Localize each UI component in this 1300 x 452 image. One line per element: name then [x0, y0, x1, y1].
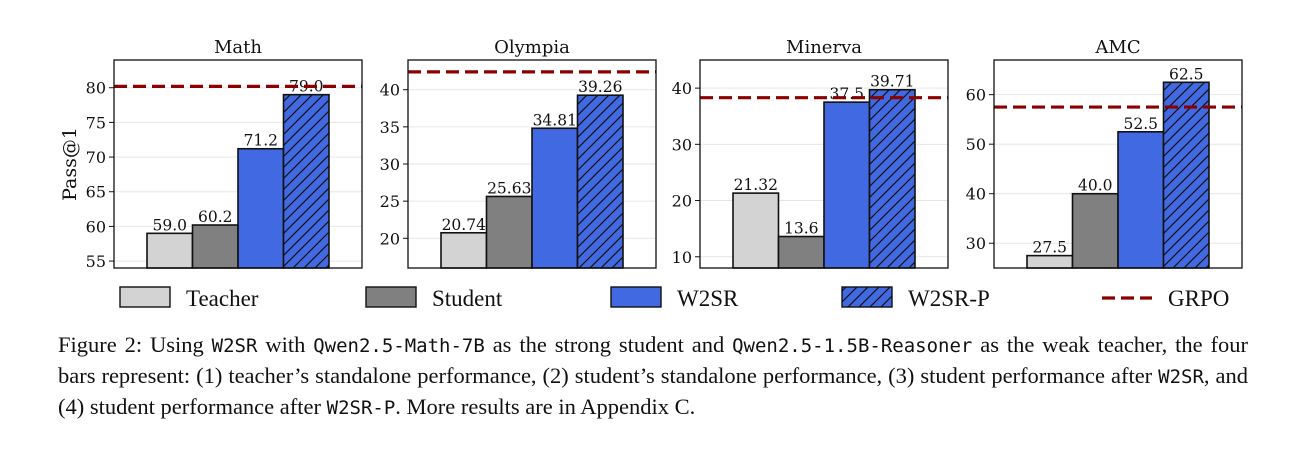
y-tick-label: 60	[966, 86, 986, 105]
plot-frame	[407, 59, 657, 269]
bar-student	[777, 235, 825, 269]
bar-w2sr	[1117, 131, 1165, 269]
caption-text: with	[257, 332, 314, 357]
caption-text: (3) student performance after	[888, 363, 1159, 388]
bar-w2sr	[823, 101, 871, 269]
y-tick-label: 65	[86, 183, 106, 202]
bar-student	[191, 224, 239, 269]
panel-title: AMC	[1094, 37, 1140, 58]
panel-title: Olympia	[494, 37, 570, 58]
chart-legend: Teacher Student W2SR W2SR-P GRPO	[119, 286, 1229, 311]
y-tick-label: 70	[86, 148, 106, 167]
caption-text: as the	[972, 332, 1035, 357]
y-tick-label: 30	[672, 135, 692, 154]
bar-value-label: 39.26	[578, 78, 622, 96]
legend-label-w2sr-p: W2SR-P	[908, 286, 990, 311]
bar-value-label: 21.32	[734, 176, 778, 194]
chart-panel-amc: 30 40 50 60 27.5 40.0 52.5 62.5 AMC	[966, 37, 1243, 269]
caption-code: W2SR	[211, 335, 258, 357]
bar-teacher	[1026, 254, 1074, 269]
y-tick-label: 50	[966, 135, 986, 154]
bar-value-label: 39.71	[870, 73, 914, 91]
plot-frame	[113, 59, 363, 269]
legend-label-student: Student	[432, 286, 503, 311]
y-tick-label: 30	[380, 155, 400, 174]
bar-w2sr	[531, 127, 579, 269]
y-tick-label: 40	[672, 79, 692, 98]
bar-value-label: 13.6	[784, 220, 819, 238]
y-tick-label: 20	[380, 229, 400, 248]
bar-value-label: 37.5	[829, 85, 864, 103]
caption-code: Qwen2.5-1.5B-Reasoner	[732, 335, 973, 357]
caption-code: W2SR	[1158, 366, 1204, 388]
y-tick-label: 30	[966, 234, 986, 253]
legend-label-teacher: Teacher	[186, 286, 259, 311]
y-tick-label: 80	[86, 79, 106, 98]
bar-w2sr-p	[576, 94, 624, 269]
chart-panel-minerva: 10 20 30 40 21.32 13.6 37.5 39.71 Minerva	[672, 37, 949, 269]
y-tick-label: 35	[380, 118, 400, 137]
legend-swatch-student	[365, 286, 417, 308]
caption-text: , and (4) student performance after	[58, 363, 1248, 419]
caption-text: as the strong student and	[484, 332, 733, 357]
plot-frame	[993, 59, 1243, 269]
caption-code: W2SR-P	[326, 397, 396, 419]
bar-w2sr-p	[1162, 81, 1210, 269]
bar-student	[485, 195, 533, 269]
bar-value-label: 27.5	[1032, 239, 1067, 257]
legend-swatch-w2sr	[610, 286, 662, 308]
caption-text: Figure 2: Using	[58, 332, 212, 357]
y-tick-label: 75	[86, 113, 106, 132]
bar-w2sr-p	[282, 93, 330, 269]
bar-value-label: 25.63	[487, 179, 531, 197]
legend-label-grpo: GRPO	[1168, 286, 1229, 311]
caption-code: Qwen2.5-Math-7B	[313, 335, 485, 357]
bar-value-label: 59.0	[152, 216, 187, 234]
legend-swatch-teacher	[119, 286, 171, 308]
bar-w2sr	[237, 147, 285, 269]
bar-student	[1071, 192, 1119, 269]
bar-value-label: 20.74	[442, 216, 487, 234]
bar-teacher	[440, 231, 488, 269]
y-tick-label: 40	[380, 81, 400, 100]
y-tick-label: 60	[86, 217, 106, 236]
legend-swatch-w2sr-p	[841, 286, 893, 308]
y-tick-label: 20	[672, 192, 692, 211]
y-tick-label: 25	[380, 192, 400, 211]
caption-text: weak teacher, the four bars represent: (…	[58, 332, 1249, 388]
panel-title: Minerva	[786, 37, 862, 58]
bar-teacher	[146, 232, 194, 269]
bar-value-label: 34.81	[533, 111, 577, 129]
bar-value-label: 52.5	[1123, 115, 1158, 133]
bar-teacher	[732, 192, 780, 269]
caption-text: . More results are in Appendix C.	[395, 394, 696, 419]
figure-caption: Figure 2: Using W2SR with Qwen2.5-Math-7…	[58, 330, 1248, 423]
bar-w2sr-p	[868, 88, 916, 269]
bar-value-label: 40.0	[1078, 177, 1113, 195]
panel-title: Math	[214, 37, 262, 58]
y-tick-label: 10	[672, 248, 692, 267]
y-axis-label: Pass@1	[59, 127, 81, 201]
plot-frame	[699, 59, 949, 269]
y-tick-label: 55	[86, 252, 106, 271]
legend-label-w2sr: W2SR	[677, 286, 739, 311]
bar-value-label: 71.2	[243, 132, 278, 150]
y-tick-label: 40	[966, 185, 986, 204]
bar-value-label: 60.2	[198, 208, 233, 226]
bar-value-label: 62.5	[1169, 65, 1204, 83]
